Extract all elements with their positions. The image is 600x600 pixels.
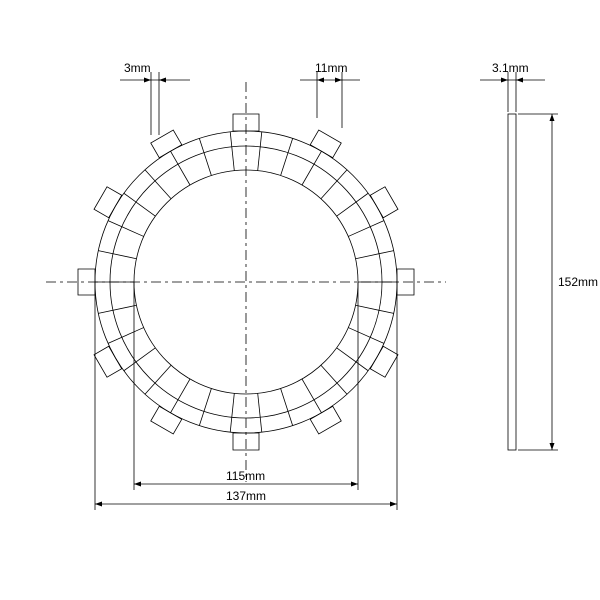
- segment-line: [281, 138, 293, 175]
- segment-line: [348, 221, 384, 237]
- segment-line: [199, 389, 211, 426]
- segment-line: [348, 328, 384, 344]
- segment-line: [230, 393, 234, 432]
- tab: [370, 346, 398, 377]
- tab: [94, 187, 122, 218]
- dim-tab-label: 11mm: [315, 61, 347, 75]
- segment-line: [321, 170, 347, 199]
- engineering-drawing: 3mm 11mm 3.1mm 152mm 115mm: [0, 0, 600, 600]
- dim-mid-dia-label: 137mm: [226, 489, 266, 503]
- segment-line: [356, 305, 394, 313]
- side-view-rect: [508, 114, 516, 450]
- dim-gap: 3mm: [120, 61, 190, 135]
- segment-line: [258, 393, 262, 432]
- segment-line: [108, 221, 144, 237]
- segment-line: [302, 151, 322, 185]
- segment-line: [171, 151, 191, 185]
- circle-mid: [95, 131, 397, 433]
- segment-line: [321, 365, 347, 394]
- dim-thickness-label: 3.1mm: [492, 61, 529, 75]
- segment-line: [281, 389, 293, 426]
- dim-height: 152mm: [518, 114, 598, 450]
- drawing-canvas: 3mm 11mm 3.1mm 152mm 115mm: [0, 0, 600, 600]
- segment-line: [258, 132, 262, 171]
- tab: [94, 346, 122, 377]
- dim-height-label: 152mm: [558, 275, 598, 289]
- dim-thickness: 3.1mm: [480, 61, 545, 112]
- dim-gap-label: 3mm: [124, 61, 151, 75]
- tab: [310, 130, 341, 158]
- segment-line: [98, 305, 136, 313]
- segment-line: [108, 328, 144, 344]
- tab: [370, 187, 398, 218]
- segment-line: [98, 251, 136, 259]
- dim-inner-dia-label: 115mm: [226, 469, 265, 483]
- dim-tab: 11mm: [300, 61, 360, 128]
- tab: [151, 130, 182, 158]
- segment-line: [199, 138, 211, 175]
- segment-line: [171, 379, 191, 413]
- segment-line: [302, 379, 322, 413]
- tab: [310, 406, 341, 434]
- segment-line: [145, 170, 171, 199]
- segment-line: [356, 251, 394, 259]
- tab: [151, 406, 182, 434]
- segments-group: [95, 132, 397, 432]
- segment-line: [230, 132, 234, 171]
- segment-line: [145, 365, 171, 394]
